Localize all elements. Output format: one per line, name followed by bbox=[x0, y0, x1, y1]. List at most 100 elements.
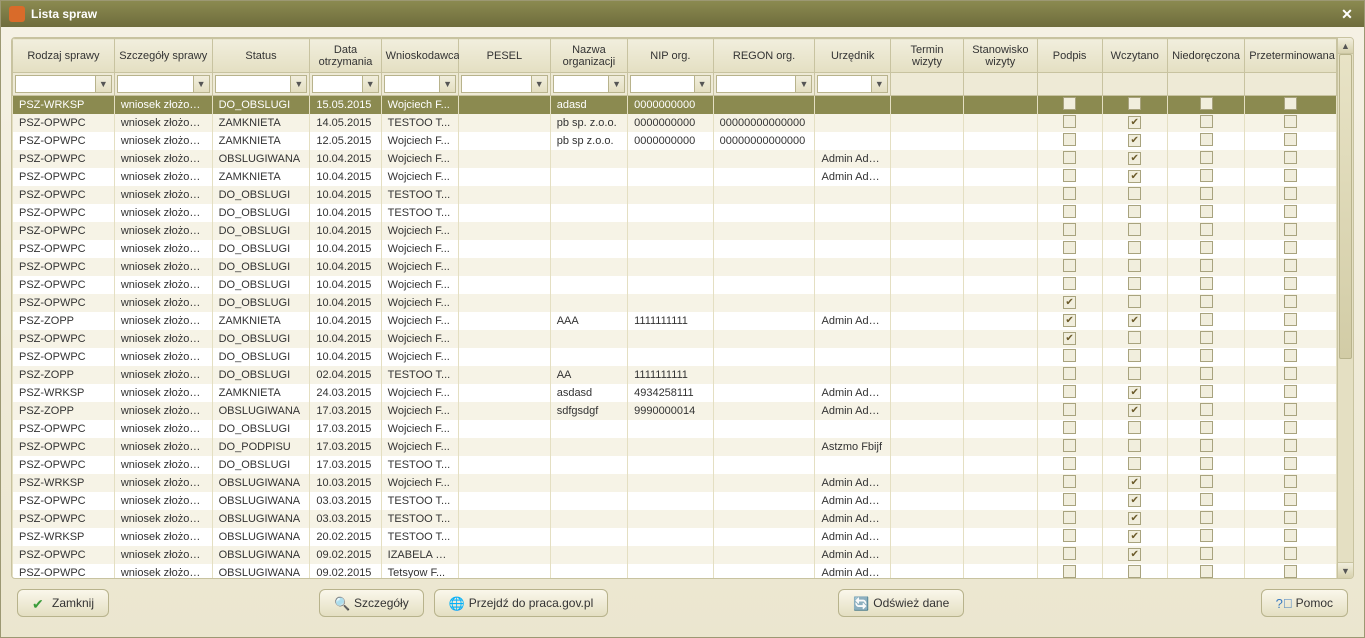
checkbox-wczytano[interactable] bbox=[1128, 97, 1141, 110]
checkbox-przeterm[interactable] bbox=[1284, 277, 1297, 290]
filter-input-urzednik[interactable] bbox=[817, 75, 871, 93]
vertical-scrollbar[interactable]: ▲ ▼ bbox=[1337, 38, 1353, 578]
checkbox-podpis[interactable] bbox=[1063, 547, 1076, 560]
checkbox-przeterm[interactable] bbox=[1284, 295, 1297, 308]
grid-scroll[interactable]: Rodzaj sprawySzczegóły sprawyStatusData … bbox=[12, 38, 1337, 578]
filter-dropdown-regon[interactable]: ▼ bbox=[796, 75, 812, 93]
checkbox-podpis[interactable] bbox=[1063, 151, 1076, 164]
scroll-track[interactable] bbox=[1338, 54, 1353, 562]
checkbox-niedor[interactable] bbox=[1200, 385, 1213, 398]
checkbox-przeterm[interactable] bbox=[1284, 223, 1297, 236]
help-button[interactable]: ?⃝ Pomoc bbox=[1261, 589, 1348, 617]
column-header-status[interactable]: Status bbox=[212, 39, 310, 73]
checkbox-wczytano[interactable] bbox=[1128, 187, 1141, 200]
checkbox-przeterm[interactable] bbox=[1284, 403, 1297, 416]
checkbox-przeterm[interactable] bbox=[1284, 421, 1297, 434]
checkbox-przeterm[interactable] bbox=[1284, 115, 1297, 128]
checkbox-niedor[interactable] bbox=[1200, 205, 1213, 218]
scroll-thumb[interactable] bbox=[1339, 54, 1352, 359]
filter-input-nazwa[interactable] bbox=[553, 75, 609, 93]
refresh-button[interactable]: 🔄 Odśwież dane bbox=[838, 589, 964, 617]
filter-dropdown-data[interactable]: ▼ bbox=[363, 75, 379, 93]
checkbox-niedor[interactable] bbox=[1200, 151, 1213, 164]
table-row[interactable]: PSZ-OPWPCwniosek złożony...DO_OBSLUGI10.… bbox=[13, 204, 1337, 222]
checkbox-przeterm[interactable] bbox=[1284, 169, 1297, 182]
checkbox-niedor[interactable] bbox=[1200, 349, 1213, 362]
checkbox-przeterm[interactable] bbox=[1284, 511, 1297, 524]
goto-praca-button[interactable]: 🌐 Przejdź do praca.gov.pl bbox=[434, 589, 609, 617]
column-header-regon[interactable]: REGON org. bbox=[713, 39, 815, 73]
checkbox-wczytano[interactable] bbox=[1128, 314, 1141, 327]
table-row[interactable]: PSZ-ZOPPwniosek złożony...ZAMKNIETA10.04… bbox=[13, 312, 1337, 330]
column-header-wniosk[interactable]: Wnioskodawca bbox=[381, 39, 458, 73]
table-row[interactable]: PSZ-WRKSPwniosek złożony...OBSLUGIWANA10… bbox=[13, 474, 1337, 492]
checkbox-podpis[interactable] bbox=[1063, 367, 1076, 380]
checkbox-niedor[interactable] bbox=[1200, 421, 1213, 434]
table-row[interactable]: PSZ-OPWPCwniosek złożony...ZAMKNIETA10.0… bbox=[13, 168, 1337, 186]
checkbox-wczytano[interactable] bbox=[1128, 530, 1141, 543]
checkbox-podpis[interactable] bbox=[1063, 475, 1076, 488]
filter-input-rodzaj[interactable] bbox=[15, 75, 96, 93]
checkbox-niedor[interactable] bbox=[1200, 331, 1213, 344]
checkbox-podpis[interactable] bbox=[1063, 169, 1076, 182]
column-header-nazwa[interactable]: Nazwa organizacji bbox=[550, 39, 627, 73]
checkbox-wczytano[interactable] bbox=[1128, 349, 1141, 362]
checkbox-wczytano[interactable] bbox=[1128, 494, 1141, 507]
column-header-pesel[interactable]: PESEL bbox=[459, 39, 551, 73]
checkbox-przeterm[interactable] bbox=[1284, 565, 1297, 578]
checkbox-niedor[interactable] bbox=[1200, 511, 1213, 524]
checkbox-niedor[interactable] bbox=[1200, 439, 1213, 452]
checkbox-podpis[interactable] bbox=[1063, 529, 1076, 542]
checkbox-wczytano[interactable] bbox=[1128, 205, 1141, 218]
checkbox-wczytano[interactable] bbox=[1128, 223, 1141, 236]
checkbox-niedor[interactable] bbox=[1200, 547, 1213, 560]
checkbox-podpis[interactable] bbox=[1063, 439, 1076, 452]
checkbox-podpis[interactable] bbox=[1063, 349, 1076, 362]
checkbox-przeterm[interactable] bbox=[1284, 151, 1297, 164]
window-close-button[interactable]: ✕ bbox=[1338, 5, 1356, 23]
table-row[interactable]: PSZ-OPWPCwniosek złożony...ZAMKNIETA14.0… bbox=[13, 114, 1337, 132]
checkbox-przeterm[interactable] bbox=[1284, 133, 1297, 146]
scroll-down-button[interactable]: ▼ bbox=[1338, 562, 1353, 578]
checkbox-wczytano[interactable] bbox=[1128, 241, 1141, 254]
table-row[interactable]: PSZ-OPWPCwniosek złożony...ZAMKNIETA12.0… bbox=[13, 132, 1337, 150]
table-row[interactable]: PSZ-OPWPCwniosek złożony...OBSLUGIWANA09… bbox=[13, 546, 1337, 564]
checkbox-podpis[interactable] bbox=[1063, 133, 1076, 146]
checkbox-przeterm[interactable] bbox=[1284, 439, 1297, 452]
table-row[interactable]: PSZ-OPWPCwniosek złożony...DO_OBSLUGI17.… bbox=[13, 456, 1337, 474]
checkbox-wczytano[interactable] bbox=[1128, 116, 1141, 129]
column-header-niedor[interactable]: Niedoręczona bbox=[1167, 39, 1244, 73]
filter-dropdown-nazwa[interactable]: ▼ bbox=[609, 75, 625, 93]
checkbox-wczytano[interactable] bbox=[1128, 457, 1141, 470]
checkbox-wczytano[interactable] bbox=[1128, 170, 1141, 183]
checkbox-wczytano[interactable] bbox=[1128, 134, 1141, 147]
checkbox-wczytano[interactable] bbox=[1128, 367, 1141, 380]
filter-dropdown-wniosk[interactable]: ▼ bbox=[440, 75, 456, 93]
checkbox-niedor[interactable] bbox=[1200, 241, 1213, 254]
checkbox-podpis[interactable] bbox=[1063, 457, 1076, 470]
checkbox-wczytano[interactable] bbox=[1128, 259, 1141, 272]
scroll-up-button[interactable]: ▲ bbox=[1338, 38, 1353, 54]
checkbox-wczytano[interactable] bbox=[1128, 295, 1141, 308]
checkbox-niedor[interactable] bbox=[1200, 223, 1213, 236]
checkbox-niedor[interactable] bbox=[1200, 529, 1213, 542]
checkbox-przeterm[interactable] bbox=[1284, 493, 1297, 506]
column-header-urzednik[interactable]: Urzędnik bbox=[815, 39, 890, 73]
checkbox-niedor[interactable] bbox=[1200, 403, 1213, 416]
table-row[interactable]: PSZ-OPWPCwniosek złożony...OBSLUGIWANA03… bbox=[13, 510, 1337, 528]
details-button[interactable]: 🔍 Szczegóły bbox=[319, 589, 424, 617]
checkbox-podpis[interactable] bbox=[1063, 97, 1076, 110]
column-header-data[interactable]: Data otrzymania bbox=[310, 39, 381, 73]
filter-dropdown-status[interactable]: ▼ bbox=[291, 75, 307, 93]
column-header-podpis[interactable]: Podpis bbox=[1037, 39, 1102, 73]
checkbox-niedor[interactable] bbox=[1200, 187, 1213, 200]
checkbox-wczytano[interactable] bbox=[1128, 548, 1141, 561]
filter-dropdown-rodzaj[interactable]: ▼ bbox=[96, 75, 112, 93]
column-header-stanowisko[interactable]: Stanowisko wizyty bbox=[964, 39, 1037, 73]
table-row[interactable]: PSZ-OPWPCwniosek złożony...DO_OBSLUGI10.… bbox=[13, 294, 1337, 312]
checkbox-niedor[interactable] bbox=[1200, 367, 1213, 380]
table-row[interactable]: PSZ-OPWPCwniosek złożony...DO_OBSLUGI10.… bbox=[13, 348, 1337, 366]
checkbox-podpis[interactable] bbox=[1063, 332, 1076, 345]
checkbox-niedor[interactable] bbox=[1200, 565, 1213, 578]
table-row[interactable]: PSZ-OPWPCwniosek złożony...DO_OBSLUGI10.… bbox=[13, 240, 1337, 258]
